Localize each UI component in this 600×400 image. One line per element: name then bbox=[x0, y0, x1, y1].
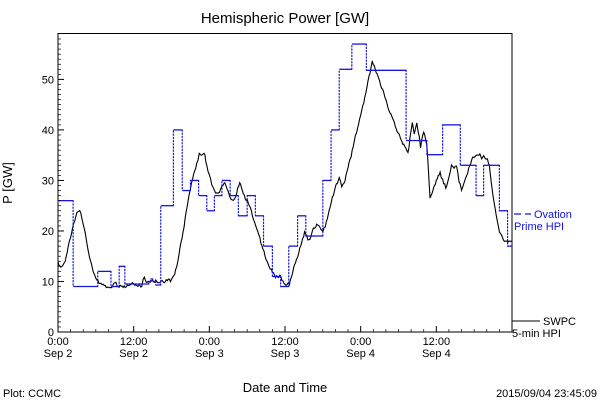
svg-text:Sep 2: Sep 2 bbox=[44, 348, 73, 360]
svg-text:Sep 4: Sep 4 bbox=[346, 348, 375, 360]
svg-text:30: 30 bbox=[42, 175, 54, 187]
svg-text:Ovation: Ovation bbox=[534, 209, 572, 221]
svg-text:40: 40 bbox=[42, 125, 54, 137]
svg-text:5-min HPI: 5-min HPI bbox=[512, 328, 561, 340]
svg-text:Plot: CCMC: Plot: CCMC bbox=[3, 388, 61, 400]
svg-text:Date and Time: Date and Time bbox=[243, 380, 328, 395]
svg-text:Sep 3: Sep 3 bbox=[271, 348, 300, 360]
svg-text:Hemispheric Power [GW]: Hemispheric Power [GW] bbox=[201, 10, 369, 27]
svg-text:Sep 4: Sep 4 bbox=[422, 348, 451, 360]
svg-text:10: 10 bbox=[42, 276, 54, 288]
svg-text:0:00: 0:00 bbox=[199, 336, 220, 348]
svg-text:0:00: 0:00 bbox=[47, 336, 68, 348]
svg-text:P [GW]: P [GW] bbox=[0, 162, 15, 204]
svg-text:50: 50 bbox=[42, 74, 54, 86]
svg-text:SWPC: SWPC bbox=[543, 316, 576, 328]
svg-text:12:00: 12:00 bbox=[271, 336, 299, 348]
svg-text:0:00: 0:00 bbox=[350, 336, 371, 348]
svg-text:12:00: 12:00 bbox=[120, 336, 148, 348]
svg-text:20: 20 bbox=[42, 226, 54, 238]
svg-text:12:00: 12:00 bbox=[423, 336, 451, 348]
svg-text:2015/09/04 23:45:09: 2015/09/04 23:45:09 bbox=[496, 388, 597, 400]
svg-text:Sep 3: Sep 3 bbox=[195, 348, 224, 360]
svg-text:Sep 2: Sep 2 bbox=[119, 348, 148, 360]
svg-text:Prime HPI: Prime HPI bbox=[514, 221, 564, 233]
